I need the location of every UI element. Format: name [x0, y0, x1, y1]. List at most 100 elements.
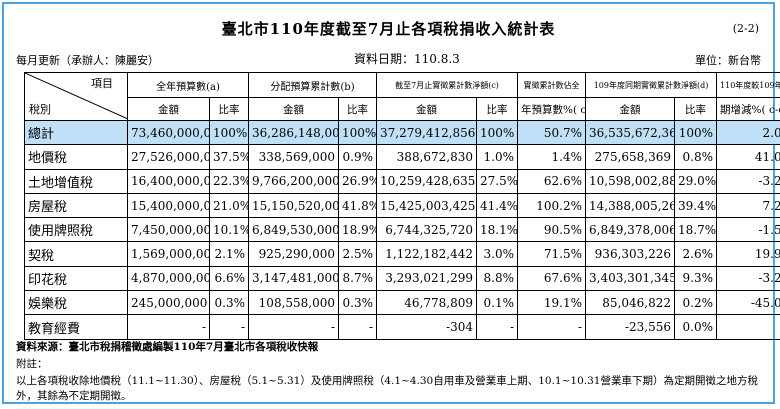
table-row: 房屋稅 15,400,000,000 21.0% 15,150,520,000 …: [24, 192, 780, 219]
cell-budget: 1,569,000,000: [127, 241, 210, 267]
cell-prior-year: 14,388,005,263: [585, 192, 676, 219]
cell-collected: 46,778,809: [376, 290, 478, 316]
table-row: 娛樂稅 245,000,000 0.3% 108,558,000 0.3% 46…: [24, 290, 780, 316]
cell-budget-ratio: 37.5%: [208, 144, 250, 170]
sub-header-ratio: 比率: [674, 97, 718, 121]
cell-allocated-ratio: 0.3%: [338, 290, 378, 316]
row-name: 使用牌照稅: [24, 217, 128, 243]
note-text: 以上各項稅收除地價稅（11.1~11.30）、房屋稅（5.1~5.31）及使用牌…: [16, 375, 758, 402]
update-info: 每月更新（承辦人：陳麗安）: [16, 54, 159, 67]
cell-collected-ratio: 100%: [476, 119, 519, 146]
cell-collected: 1,122,182,442: [376, 241, 478, 267]
page-number: (2-2): [732, 22, 759, 35]
cell-budget-ratio: -: [208, 314, 250, 340]
note-label: 附註：: [16, 358, 48, 370]
header-actual-collected: 截至7月止實徵累計數淨額(c): [376, 72, 519, 98]
cell-yoy-change: 41.0%: [716, 144, 780, 170]
cell-budget: 4,870,000,000: [127, 265, 210, 292]
cell-pct-of-budget: 100.2%: [517, 192, 587, 219]
table-row: 教育經費 - - - - -304 - - -23,556 0.0% -: [24, 314, 780, 340]
cell-prior-ratio: 39.4%: [674, 192, 718, 219]
header-annual-budget: 全年預算數(a): [126, 72, 250, 98]
sub-header-change: 期增減%( c-d )/d: [716, 97, 780, 121]
cell-allocated: 3,147,481,000: [248, 265, 340, 292]
cell-prior-year: 936,303,226: [585, 241, 676, 267]
cell-allocated: 925,290,000: [248, 241, 340, 267]
cell-prior-year: 275,658,369: [585, 144, 676, 170]
cell-budget-ratio: 0.3%: [208, 290, 250, 316]
cell-prior-year: 36,535,672,363: [585, 119, 676, 146]
currency-unit: 單位：新台幣: [695, 54, 761, 67]
cell-allocated: 338,569,000: [248, 144, 340, 170]
cell-pct-of-budget: 67.6%: [517, 265, 587, 292]
row-name: 地價稅: [24, 144, 128, 170]
sub-header-amount: 金額: [376, 97, 478, 121]
cell-prior-ratio: 29.0%: [674, 168, 718, 194]
cell-yoy-change: 2.0%: [716, 119, 780, 146]
cell-yoy-change: -45.0%: [716, 290, 780, 316]
table-row: 契稅 1,569,000,000 2.1% 925,290,000 2.5% 1…: [24, 241, 780, 267]
cell-yoy-change: -: [716, 314, 780, 340]
cell-collected: 10,259,428,635: [376, 168, 478, 194]
sub-header-amount: 金額: [585, 97, 676, 121]
row-name: 房屋稅: [24, 192, 128, 219]
row-name: 娛樂稅: [24, 290, 128, 316]
cell-collected-ratio: -: [476, 314, 519, 340]
cell-budget-ratio: 10.1%: [208, 217, 250, 243]
cell-budget: 16,400,000,000: [127, 168, 210, 194]
cell-prior-ratio: 0.2%: [674, 290, 718, 316]
cell-allocated: -: [248, 314, 340, 340]
table-row: 印花稅 4,870,000,000 6.6% 3,147,481,000 8.7…: [24, 265, 780, 292]
row-name: 教育經費: [24, 314, 128, 340]
cell-yoy-change: -1.5%: [716, 217, 780, 243]
sub-header-amount: 金額: [248, 97, 340, 121]
corner-header: 項目 稅別: [24, 72, 128, 121]
cell-budget-ratio: 100%: [208, 119, 250, 146]
cell-allocated-ratio: 26.9%: [338, 168, 378, 194]
cell-prior-year: -23,556: [585, 314, 676, 340]
cell-collected: 3,293,021,299: [376, 265, 478, 292]
cell-prior-ratio: 100%: [674, 119, 718, 146]
cell-pct-of-budget: 62.6%: [517, 168, 587, 194]
cell-collected: 388,672,830: [376, 144, 478, 170]
cell-allocated-ratio: 0.9%: [338, 144, 378, 170]
cell-allocated-ratio: -: [338, 314, 378, 340]
cell-collected-ratio: 3.0%: [476, 241, 519, 267]
header-prior-year: 109年度同期實徵累計數淨額(d): [585, 72, 718, 98]
sub-header-pct-budget: 年預算數%( c/a ): [517, 97, 587, 121]
table-row: 使用牌照稅 7,450,000,000 10.1% 6,849,530,000 …: [24, 217, 780, 243]
data-date: 資料日期：110.8.3: [354, 52, 460, 66]
corner-item-label: 項目: [91, 77, 113, 90]
cell-collected: 37,279,412,856: [376, 119, 478, 146]
cell-collected: 6,744,325,720: [376, 217, 478, 243]
diagonal-line: [25, 73, 127, 119]
cell-collected-ratio: 8.8%: [476, 265, 519, 292]
table-row: 地價稅 27,526,000,000 37.5% 338,569,000 0.9…: [24, 144, 780, 170]
cell-yoy-change: -3.2%: [716, 265, 780, 292]
cell-budget-ratio: 21.0%: [208, 192, 250, 219]
cell-pct-of-budget: 71.5%: [517, 241, 587, 267]
cell-prior-ratio: 2.6%: [674, 241, 718, 267]
cell-collected: -304: [376, 314, 478, 340]
cell-prior-ratio: 9.3%: [674, 265, 718, 292]
cell-budget: 7,450,000,000: [127, 217, 210, 243]
cell-pct-of-budget: 90.5%: [517, 217, 587, 243]
row-name: 總計: [24, 119, 128, 146]
table-row-total: 總計 73,460,000,000 100% 36,286,148,000 10…: [24, 119, 780, 146]
cell-yoy-change: -3.2%: [716, 168, 780, 194]
cell-allocated-ratio: 8.7%: [338, 265, 378, 292]
cell-prior-year: 10,598,002,888: [585, 168, 676, 194]
sub-header-amount: 金額: [127, 97, 210, 121]
data-source: 資料來源：臺北市稅捐稽徵處編製110年7月臺北市各項稅收快報: [16, 341, 319, 353]
cell-collected-ratio: 0.1%: [476, 290, 519, 316]
cell-yoy-change: 7.2%: [716, 192, 780, 219]
cell-pct-of-budget: 1.4%: [517, 144, 587, 170]
cell-prior-year: 6,849,378,006: [585, 217, 676, 243]
cell-allocated: 36,286,148,000: [248, 119, 340, 146]
header-allocated-budget: 分配預算累計數(b): [248, 72, 378, 98]
cell-budget-ratio: 22.3%: [208, 168, 250, 194]
cell-prior-ratio: 18.7%: [674, 217, 718, 243]
cell-collected-ratio: 18.1%: [476, 217, 519, 243]
cell-budget: 245,000,000: [127, 290, 210, 316]
